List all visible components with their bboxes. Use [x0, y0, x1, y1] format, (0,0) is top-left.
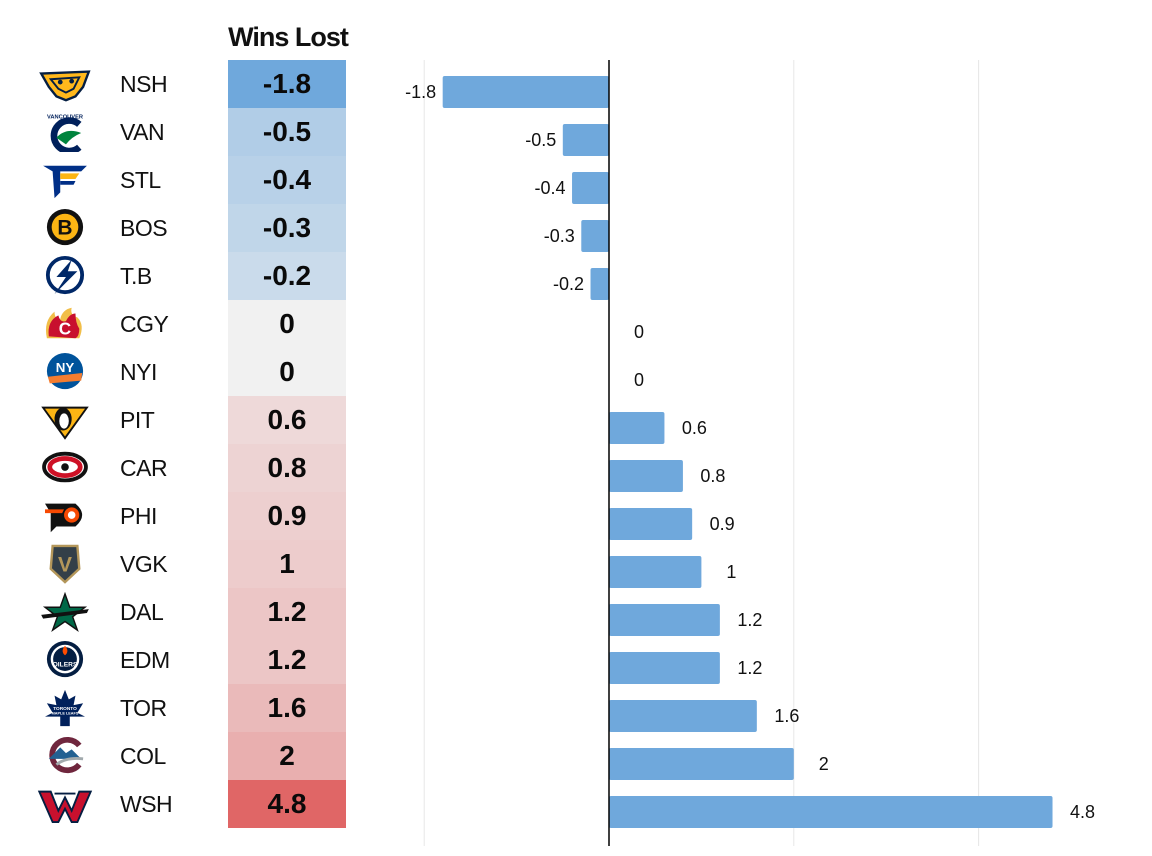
team-abbr: DAL — [120, 599, 164, 625]
svg-text:OILERS: OILERS — [53, 662, 78, 669]
svg-text:MAPLE LEAFS: MAPLE LEAFS — [52, 712, 79, 716]
svg-text:VANCOUVER: VANCOUVER — [47, 115, 83, 121]
team-abbr: TOR — [120, 695, 167, 721]
svg-text:B: B — [57, 217, 72, 240]
edmonton-oilers-logo: OILERS — [46, 640, 84, 678]
team-abbr: NSH — [120, 71, 168, 97]
team-abbr: COL — [120, 743, 166, 769]
team-row-col: COL 2 — [0, 732, 1152, 780]
team-row-nyi: NY NYI 0 — [0, 348, 1152, 396]
vegas-golden-knights-logo: V — [49, 544, 81, 584]
team-row-phi: PHI 0.9 — [0, 492, 1152, 540]
team-row-nsh: NSH -1.8 — [0, 60, 1152, 108]
wins-lost-cell: -0.2 — [228, 252, 346, 300]
svg-text:V: V — [58, 554, 72, 577]
team-row-cgy: C CGY 0 — [0, 300, 1152, 348]
wins-lost-cell: -0.5 — [228, 108, 346, 156]
team-row-edm: OILERS EDM 1.2 — [0, 636, 1152, 684]
team-abbr: EDM — [120, 647, 170, 673]
svg-text:TORONTO: TORONTO — [53, 706, 77, 712]
wins-lost-cell: 4.8 — [228, 780, 346, 828]
tampa-bay-lightning-logo — [45, 256, 85, 295]
boston-bruins-logo: B — [46, 208, 84, 246]
team-abbr: CAR — [120, 455, 168, 481]
team-row-tb: T.B -0.2 — [0, 252, 1152, 300]
team-row-pit: PIT 0.6 — [0, 396, 1152, 444]
svg-text:NY: NY — [56, 360, 75, 375]
team-abbr: CGY — [120, 311, 169, 337]
team-abbr: STL — [120, 167, 161, 193]
team-abbr: PIT — [120, 407, 155, 433]
wins-lost-cell: 1.2 — [228, 636, 346, 684]
team-row-car: CAR 0.8 — [0, 444, 1152, 492]
svg-text:C: C — [59, 318, 71, 338]
team-abbr: VGK — [120, 551, 168, 577]
column-header-wins-lost: Wins Lost — [228, 22, 349, 52]
wins-lost-cell: 0.6 — [228, 396, 346, 444]
team-abbr: BOS — [120, 215, 168, 241]
team-row-tor: TORONTO MAPLE LEAFS TOR 1.6 — [0, 684, 1152, 732]
team-row-bos: B BOS -0.3 — [0, 204, 1152, 252]
carolina-hurricanes-logo — [42, 451, 88, 483]
team-row-dal: DAL 1.2 — [0, 588, 1152, 636]
team-row-van: VANCOUVER VAN -0.5 — [0, 108, 1152, 156]
wins-lost-cell: -0.3 — [228, 204, 346, 252]
wins-lost-cell: 1.2 — [228, 588, 346, 636]
washington-capitals-logo — [37, 790, 93, 824]
wins-lost-cell: 0.9 — [228, 492, 346, 540]
wins-lost-cell: 1.6 — [228, 684, 346, 732]
wins-lost-cell: 2 — [228, 732, 346, 780]
pittsburgh-penguins-logo — [41, 406, 89, 440]
wins-lost-cell: -0.4 — [228, 156, 346, 204]
wins-lost-cell: -1.8 — [228, 60, 346, 108]
team-row-vgk: V VGK 1 — [0, 540, 1152, 588]
team-abbr: VAN — [120, 119, 165, 145]
new-york-islanders-logo: NY — [46, 352, 84, 390]
wins-lost-cell: 0 — [228, 348, 346, 396]
vancouver-canucks-logo: VANCOUVER — [47, 115, 83, 152]
team-abbr: NYI — [120, 359, 157, 385]
philadelphia-flyers-logo — [45, 503, 83, 533]
team-abbr: T.B — [120, 263, 152, 289]
nashville-predators-logo — [39, 70, 91, 102]
dallas-stars-logo — [41, 592, 89, 632]
team-row-wsh: WSH 4.8 — [0, 780, 1152, 828]
wins-lost-cell: 0.8 — [228, 444, 346, 492]
st-louis-blues-logo — [43, 165, 87, 199]
team-abbr: WSH — [120, 791, 173, 817]
calgary-flames-logo: C — [45, 307, 82, 338]
colorado-avalanche-logo — [48, 736, 84, 774]
team-row-stl: STL -0.4 — [0, 156, 1152, 204]
team-abbr: PHI — [120, 503, 157, 529]
wins-lost-cell: 0 — [228, 300, 346, 348]
wins-lost-cell: 1 — [228, 540, 346, 588]
